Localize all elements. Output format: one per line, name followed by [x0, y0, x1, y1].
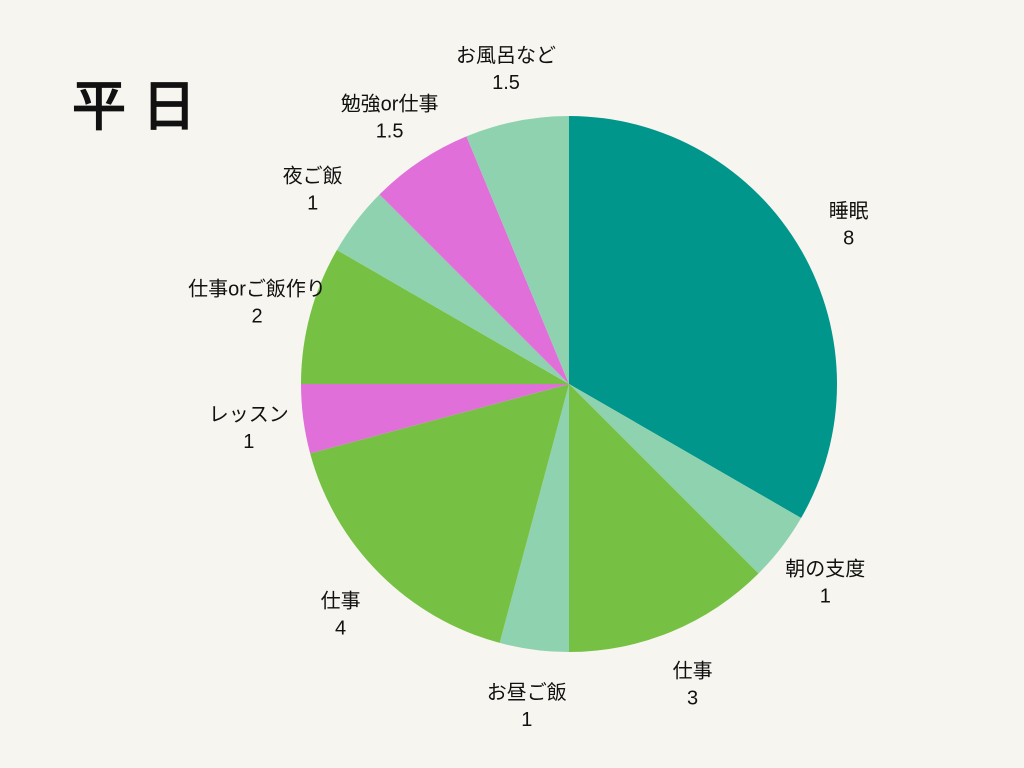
pie-slice-6[interactable]	[301, 250, 569, 384]
slice-label-4: 仕事 4	[321, 589, 361, 639]
slice-label-7: 夜ご飯 1	[283, 164, 343, 214]
slice-label-6: 仕事orご飯作り 2	[188, 277, 326, 327]
chart-title: 平日	[72, 77, 212, 137]
pie-slice-5[interactable]	[301, 384, 569, 454]
slice-label-1: 朝の支度 1	[785, 558, 865, 608]
pie-slice-1[interactable]	[569, 384, 802, 574]
pie-slice-0[interactable]	[569, 116, 837, 518]
pie-slice-7[interactable]	[336, 194, 569, 385]
slice-label-8: 勉強or仕事 1.5	[341, 92, 439, 142]
slice-label-2: 仕事 3	[673, 659, 713, 709]
pie-slice-3[interactable]	[499, 384, 569, 652]
slice-label-0: 睡眠 8	[829, 200, 869, 250]
slice-label-9: お風呂など 1.5	[456, 44, 556, 94]
pie-slice-2[interactable]	[569, 384, 759, 652]
slice-label-5: レッスン 1	[209, 404, 289, 453]
pie-slice-8[interactable]	[379, 136, 570, 384]
pie-slice-9[interactable]	[466, 116, 569, 384]
pie-slice-4[interactable]	[310, 384, 569, 643]
slice-label-3: お昼ご飯 1	[487, 681, 567, 731]
